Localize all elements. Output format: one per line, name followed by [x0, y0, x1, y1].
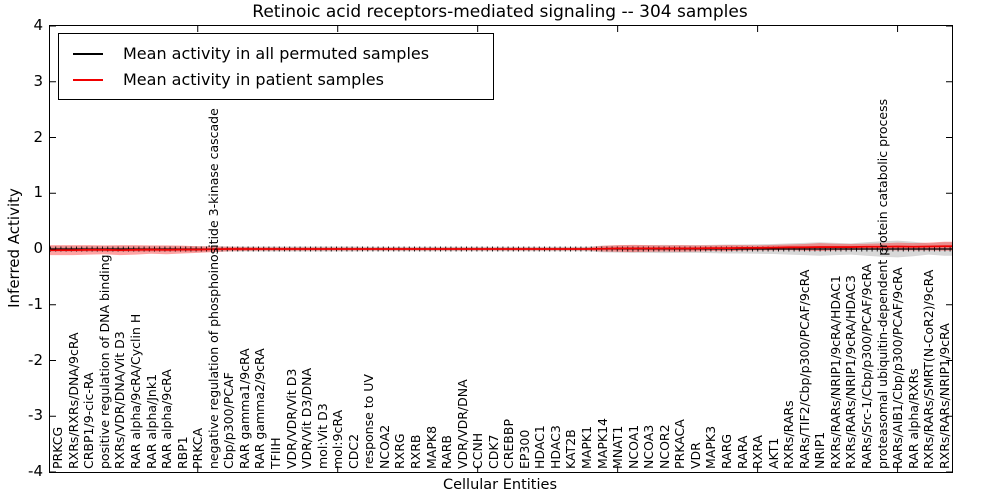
x-category-label: NCOA2 — [376, 424, 392, 469]
x-category-label: NCOR2 — [656, 424, 672, 469]
x-category-label: VDR/VDR/Vit D3 — [283, 368, 299, 469]
x-category-label: RXRs/RARs/NRIP1/9cRA/HDAC3 — [843, 275, 859, 469]
x-category-label: RXRs/RXRs/DNA/9cRA — [65, 332, 81, 469]
x-category-label: Cbp/p300/PCAF — [221, 372, 237, 469]
x-category-label: RXRB — [407, 434, 423, 469]
x-category-label: MAPK3 — [703, 425, 719, 469]
x-category-label: CREBBP — [501, 419, 517, 469]
x-category-label: PRKACA — [672, 419, 688, 469]
x-category-label: AKT1 — [765, 437, 781, 469]
y-tick-label: 4 — [33, 16, 43, 34]
x-category-label: RARs/TIF2/Cbp/p300/PCAF/9cRA — [796, 269, 812, 469]
line-patient — [50, 245, 952, 252]
x-category-label: CRBP1/9-cic-RA — [81, 372, 97, 469]
x-category-label: CDC2 — [345, 433, 361, 469]
legend-label-patient: Mean activity in patient samples — [123, 70, 384, 89]
y-tick-label: 2 — [33, 127, 43, 146]
x-category-label: PRKCG — [50, 426, 66, 469]
x-category-label: HDAC3 — [547, 425, 563, 469]
x-category-label: RARB — [439, 435, 455, 469]
legend: Mean activity in all permuted samples Me… — [58, 33, 494, 100]
x-category-label: RARG — [719, 433, 734, 469]
x-category-label: response to UV — [361, 374, 377, 469]
x-category-label: negative regulation of phosphoinositide … — [205, 108, 221, 469]
y-tick-label: 3 — [33, 71, 43, 90]
x-category-label: mol:9cRA — [330, 409, 346, 469]
x-category-label: RARs/AIB1/Cbp/p300/PCAF/9cRA — [890, 267, 906, 469]
x-category-label: PRKCA — [190, 427, 206, 469]
x-category-label: RARA — [734, 435, 750, 469]
x-category-label: TFIIH — [268, 437, 283, 469]
chart-title: Retinoic acid receptors-mediated signali… — [252, 2, 748, 22]
x-category-label: RXRs/RARs/NRIP1/9cRA — [936, 323, 952, 469]
x-category-label: KAT2B — [563, 429, 579, 469]
x-category-label: HDAC1 — [532, 425, 548, 469]
x-axis-label: Cellular Entities — [442, 477, 558, 493]
x-category-label: RAR alpha/9cRA — [159, 369, 175, 469]
legend-item-permuted: Mean activity in all permuted samples — [59, 44, 493, 63]
x-category-label: RAR alpha/9cRA/Cyclin H — [128, 313, 144, 469]
x-category-label: RAR gamma2/9cRA — [252, 348, 268, 469]
legend-line-permuted-icon — [73, 52, 103, 55]
x-category-label: RARs/Src-1/Cbp/p300/PCAF/9cRA — [858, 263, 874, 469]
y-tick-label: -4 — [28, 462, 43, 480]
y-tick-label: -1 — [28, 294, 43, 313]
x-category-label: mol:Vit D3 — [314, 403, 330, 469]
x-category-label: RXRs/RARs — [781, 400, 797, 469]
x-category-label: NRIP1 — [812, 431, 828, 469]
legend-label-permuted: Mean activity in all permuted samples — [123, 44, 430, 63]
x-category-label: EP300 — [516, 429, 532, 469]
legend-line-patient-icon — [73, 78, 103, 81]
x-category-label: MAPK1 — [579, 425, 595, 469]
x-category-label: VDR — [687, 442, 703, 469]
y-tick-label: -2 — [28, 350, 43, 369]
x-category-label: RXRs/RARs/SMRT(N-CoR2)/9cRA — [921, 269, 937, 469]
plot-area: PRKCG RXRs/RXRs/DNA/9cRA CRBP1/9-cic-RA pos… — [49, 25, 953, 473]
x-category-label: RAR alpha/Jnk1 — [143, 373, 159, 469]
legend-item-patient: Mean activity in patient samples — [59, 70, 493, 89]
x-category-label: positive regulation of DNA binding — [96, 254, 112, 469]
x-category-label: RXRA — [750, 435, 766, 469]
x-category-label: NCOA3 — [641, 424, 657, 469]
y-tick-label: -3 — [28, 406, 43, 425]
x-category-label: NCOA1 — [625, 424, 641, 469]
x-category-label: RXRG — [392, 433, 408, 469]
chart-canvas — [50, 26, 952, 472]
x-category-label: VDR/VDR/DNA — [454, 379, 470, 469]
y-tick-label: 0 — [33, 239, 43, 257]
x-category-label: RXRs/VDR/DNA/Vit D3 — [112, 331, 128, 469]
x-category-label: MAPK8 — [423, 425, 439, 469]
x-category-label: MNAT1 — [610, 425, 626, 469]
x-category-label: RAR alpha/RXRs — [905, 368, 921, 469]
x-category-label: RAR gamma1/9cRA — [236, 348, 252, 469]
y-tick-label: 1 — [33, 183, 43, 202]
x-category-label: RBP1 — [174, 436, 190, 469]
x-category-label: proteasomal ubiquitin-dependent protein … — [874, 98, 890, 469]
x-category-label: VDR/Vit D3/DNA — [299, 367, 315, 469]
x-category-label: CCNH — [470, 432, 486, 469]
x-category-label: CDK7 — [485, 434, 501, 469]
x-category-label: RXRs/RARs/NRIP1/9cRA/HDAC1 — [827, 275, 843, 469]
x-category-label: MAPK14 — [594, 418, 610, 469]
